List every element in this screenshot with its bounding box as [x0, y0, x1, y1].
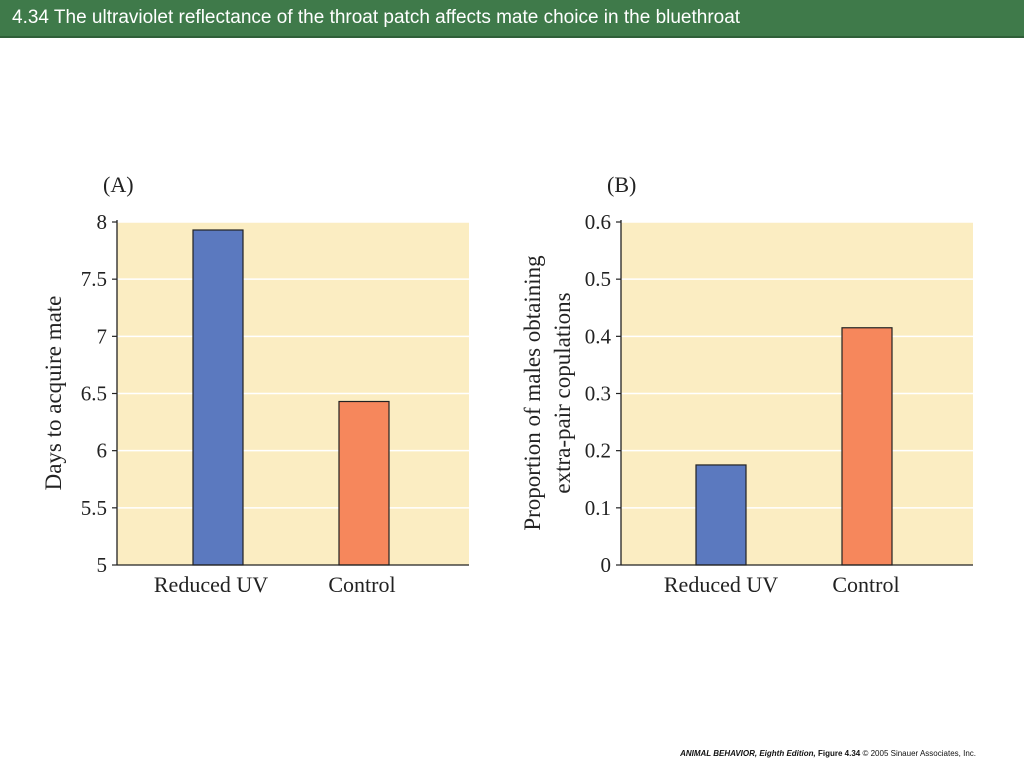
panel-b-y-tick-label: 0 — [601, 553, 612, 577]
panel-b-y-axis-title: extra-pair copulations — [550, 292, 575, 493]
panel-a-y-tick-label: 5 — [97, 553, 108, 577]
panel-b-bar-reduced-uv — [695, 464, 747, 566]
panel-b-category-label: Reduced UV — [664, 572, 778, 597]
panel-a-y-tick-label: 7.5 — [81, 267, 107, 291]
panel-b-category-label: Control — [832, 572, 899, 597]
slide-title-bar: 4.34 The ultraviolet reflectance of the … — [0, 0, 1024, 38]
panel-a-y-tick-label: 5.5 — [81, 496, 107, 520]
panel-a-label: (A) — [103, 172, 134, 197]
panel-b-y-tick-label: 0.6 — [585, 210, 611, 234]
panel-a-bar-control — [338, 400, 390, 566]
figure-credit: ANIMAL BEHAVIOR, Eighth Edition, Figure … — [680, 749, 976, 758]
panel-a-category-label: Reduced UV — [154, 572, 268, 597]
figure-number: Figure 4.34 — [815, 749, 861, 758]
panel-b-y-axis-title: Proportion of males obtaining — [520, 255, 545, 531]
copyright: © 2005 Sinauer Associates, Inc. — [860, 749, 976, 758]
panel-b-y-tick-label: 0.5 — [585, 267, 611, 291]
slide-title: 4.34 The ultraviolet reflectance of the … — [12, 7, 741, 28]
panel-b-y-tick-label: 0.4 — [585, 324, 612, 348]
panel-a-category-label: Control — [328, 572, 395, 597]
panel-b-y-tick-label: 0.3 — [585, 382, 611, 406]
panel-b-y-tick-label: 0.1 — [585, 496, 611, 520]
panel-a-y-tick-label: 6 — [97, 439, 108, 463]
panel-a-bar-reduced-uv — [192, 229, 244, 566]
panel-b-label: (B) — [607, 172, 636, 197]
book-title: ANIMAL BEHAVIOR, Eighth Edition, — [680, 749, 816, 758]
panel-b-bar-control — [841, 327, 893, 566]
panel-a-y-tick-label: 7 — [97, 324, 108, 348]
panel-a-y-tick-label: 6.5 — [81, 382, 107, 406]
panel-b-y-tick-label: 0.2 — [585, 439, 611, 463]
panel-a-y-axis-title: Days to acquire mate — [41, 296, 66, 491]
panel-a-y-tick-label: 8 — [97, 210, 108, 234]
